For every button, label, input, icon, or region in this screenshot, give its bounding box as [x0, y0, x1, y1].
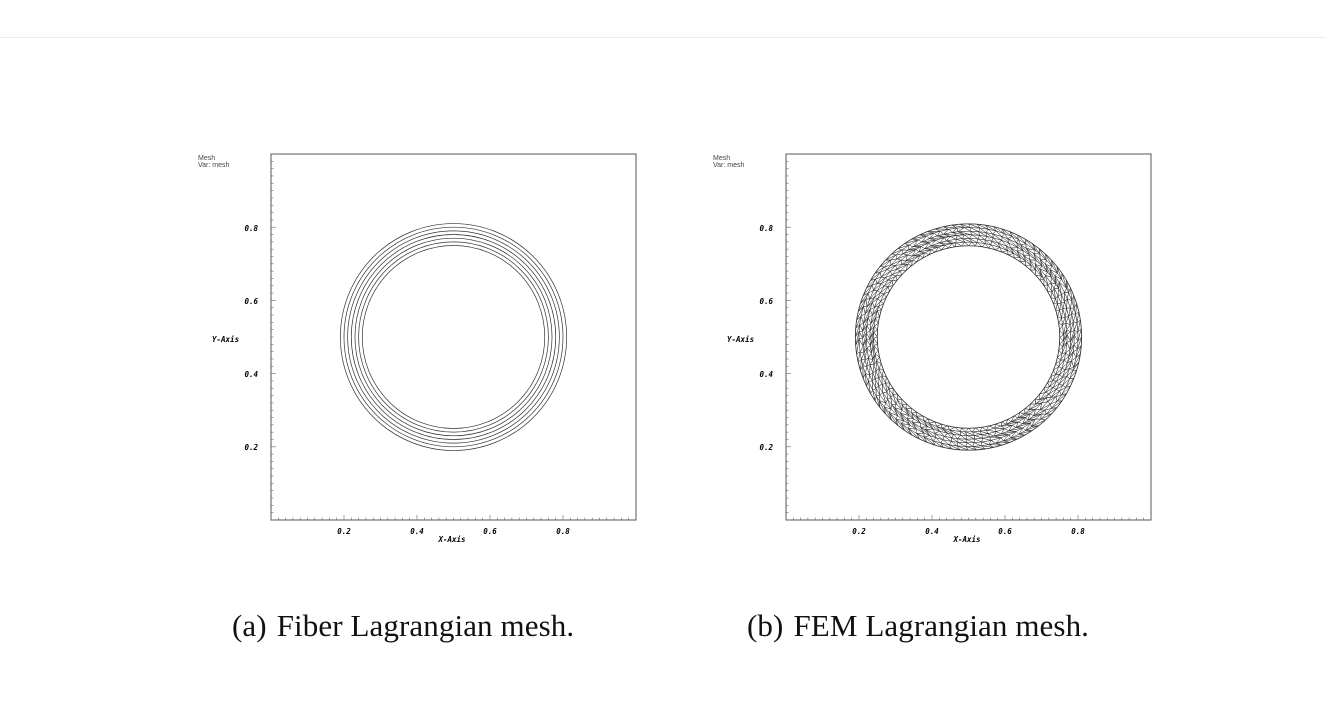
- fiber-ring: [340, 223, 568, 451]
- x-tick-label: 0.4: [410, 527, 424, 536]
- x-tick-label: 0.8: [556, 527, 570, 536]
- fem-triangles: [855, 223, 1082, 451]
- legend-line-2: Var: mesh: [713, 162, 744, 169]
- x-minor-ticks: [785, 515, 1152, 520]
- fiber-ring: [347, 230, 560, 444]
- figure-a-caption: (a) Fiber Lagrangian mesh.: [232, 608, 574, 644]
- fem-outer-boundary: [854, 223, 1083, 451]
- figure-a-plot: Mesh Var: mesh 0.8 0.6 0.4 0.2 Y-Axis 0.…: [198, 153, 637, 544]
- y-axis-label: Y-Axis: [727, 335, 754, 344]
- x-tick-label: 0.2: [852, 527, 866, 536]
- figure-b: Mesh Var: mesh 0.8 0.6 0.4 0.2 Y-Axis 0.…: [705, 150, 1165, 550]
- fiber-ring: [354, 237, 553, 437]
- figure-b-plot: Mesh Var: mesh 0.8 0.6 0.4 0.2 Y-Axis 0.…: [713, 153, 1152, 544]
- x-tick-label: 0.6: [998, 527, 1012, 536]
- fiber-ring: [350, 234, 557, 440]
- y-tick-label: 0.6: [244, 297, 258, 306]
- plot-frame: [270, 153, 637, 521]
- x-tick-label: 0.6: [483, 527, 497, 536]
- y-tick-label: 0.2: [244, 443, 258, 452]
- figure-b-caption: (b) FEM Lagrangian mesh.: [747, 608, 1089, 644]
- plot-frame: [785, 153, 1152, 521]
- fiber-mesh: [340, 223, 568, 451]
- x-minor-ticks: [270, 515, 637, 520]
- caption-tag: (b): [747, 608, 784, 643]
- y-tick-label: 0.8: [759, 224, 773, 233]
- y-tick-label: 0.4: [759, 370, 773, 379]
- caption-text: Fiber Lagrangian mesh.: [276, 608, 575, 643]
- y-tick-label: 0.6: [759, 297, 773, 306]
- y-tick-label: 0.8: [244, 224, 258, 233]
- fiber-ring: [361, 245, 546, 429]
- x-tick-label: 0.8: [1071, 527, 1085, 536]
- top-divider: [0, 37, 1326, 38]
- y-axis-label: Y-Axis: [212, 335, 239, 344]
- figure-a: Mesh Var: mesh 0.8 0.6 0.4 0.2 Y-Axis 0.…: [190, 150, 650, 550]
- fiber-ring: [343, 226, 564, 448]
- y-minor-ticks: [786, 153, 791, 521]
- legend-line-1: Mesh: [713, 155, 730, 162]
- y-tick-label: 0.4: [244, 370, 258, 379]
- caption-tag: (a): [232, 608, 267, 643]
- x-tick-label: 0.4: [925, 527, 939, 536]
- caption-text: FEM Lagrangian mesh.: [793, 608, 1090, 643]
- legend-line-1: Mesh: [198, 155, 215, 162]
- fem-mesh: [854, 223, 1083, 451]
- x-axis-label: X-Axis: [952, 535, 980, 544]
- y-tick-label: 0.2: [759, 443, 773, 452]
- y-minor-ticks: [271, 153, 276, 521]
- x-tick-label: 0.2: [337, 527, 351, 536]
- fiber-ring: [358, 241, 549, 433]
- x-axis-label: X-Axis: [437, 535, 465, 544]
- legend-line-2: Var: mesh: [198, 162, 229, 169]
- fem-inner-boundary: [876, 245, 1061, 429]
